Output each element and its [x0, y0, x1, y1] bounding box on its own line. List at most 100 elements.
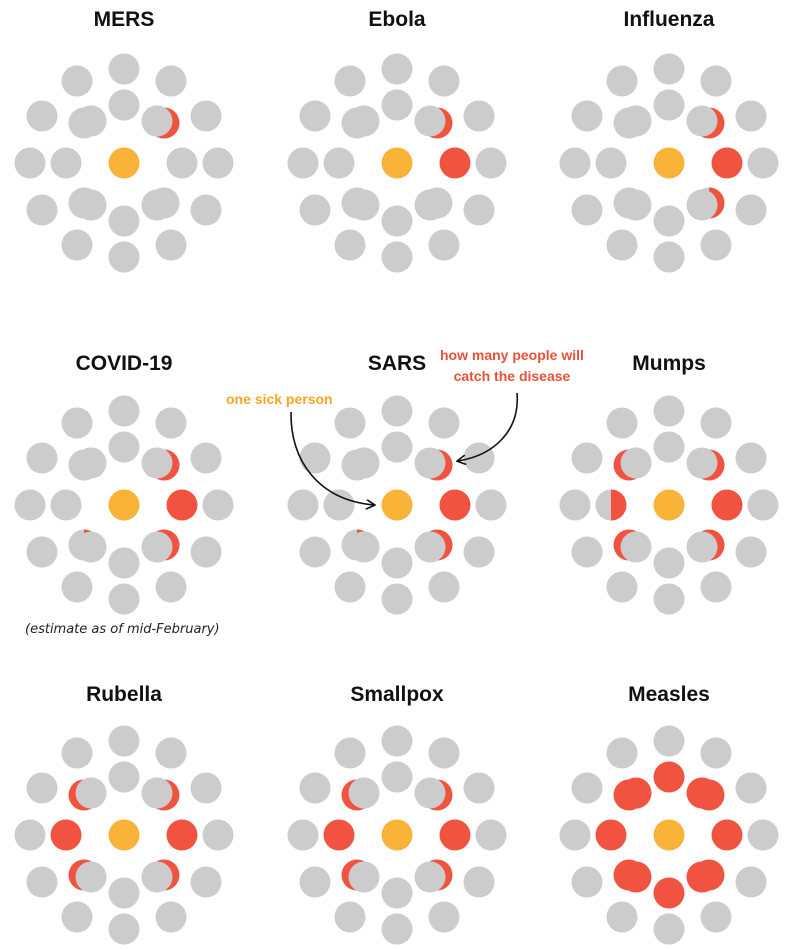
healthy-dot [414, 105, 446, 137]
healthy-dot [463, 100, 495, 132]
healthy-dot [75, 777, 107, 809]
infected-dot [653, 877, 685, 909]
healthy-dot [735, 100, 767, 132]
healthy-dot [414, 447, 446, 479]
panel-title-ebola: Ebola [368, 8, 426, 31]
healthy-dot [155, 65, 187, 97]
healthy-dot [299, 536, 331, 568]
healthy-dot [334, 229, 366, 261]
healthy-dot [735, 194, 767, 226]
healthy-dot [700, 901, 732, 933]
healthy-dot [653, 205, 685, 237]
healthy-dot [428, 901, 460, 933]
healthy-dot [735, 772, 767, 804]
healthy-dot [334, 65, 366, 97]
healthy-dot [414, 189, 446, 221]
healthy-dot [202, 489, 234, 521]
healthy-dot [334, 737, 366, 769]
healthy-dot [653, 547, 685, 579]
healthy-dot [287, 819, 319, 851]
panel-title-smallpox: Smallpox [350, 683, 444, 706]
healthy-dot [323, 147, 355, 179]
healthy-dot [26, 536, 58, 568]
healthy-dot [381, 53, 413, 85]
sick-person-dot [108, 489, 140, 521]
healthy-dot [653, 431, 685, 463]
healthy-dot [61, 571, 93, 603]
healthy-dot [620, 531, 652, 563]
healthy-dot [475, 147, 507, 179]
healthy-dot [14, 489, 46, 521]
healthy-dot [334, 571, 366, 603]
healthy-dot [108, 761, 140, 793]
healthy-dot [428, 65, 460, 97]
healthy-dot [463, 536, 495, 568]
healthy-dot [559, 147, 591, 179]
healthy-dot [108, 547, 140, 579]
healthy-dot [348, 447, 380, 479]
infected-dot [653, 761, 685, 793]
panel-title-influenza: Influenza [623, 8, 715, 31]
healthy-dot [334, 901, 366, 933]
healthy-dot [108, 431, 140, 463]
healthy-dot [50, 489, 82, 521]
healthy-dot [26, 442, 58, 474]
healthy-dot [26, 194, 58, 226]
healthy-dot [108, 583, 140, 615]
healthy-dot [75, 861, 107, 893]
healthy-dot [463, 194, 495, 226]
healthy-dot [190, 194, 222, 226]
healthy-dot [108, 241, 140, 273]
healthy-dot [571, 772, 603, 804]
healthy-dot [381, 761, 413, 793]
healthy-dot [571, 100, 603, 132]
healthy-dot [381, 547, 413, 579]
healthy-dot [61, 407, 93, 439]
annotation-catch-line-1: how many people will [440, 347, 584, 363]
healthy-dot [381, 431, 413, 463]
healthy-dot [475, 819, 507, 851]
healthy-dot [108, 877, 140, 909]
healthy-dot [735, 866, 767, 898]
healthy-dot [348, 105, 380, 137]
panel-measles [559, 725, 779, 945]
panel-ebola [287, 53, 507, 273]
healthy-dot [414, 531, 446, 563]
healthy-dot [155, 737, 187, 769]
healthy-dot [428, 229, 460, 261]
healthy-dot [700, 571, 732, 603]
healthy-dot [299, 194, 331, 226]
healthy-dot [141, 189, 173, 221]
sick-person-dot [653, 819, 685, 851]
healthy-dot [26, 866, 58, 898]
healthy-dot [653, 53, 685, 85]
infected-dot [323, 819, 355, 851]
healthy-dot [620, 105, 652, 137]
panel-mers [14, 53, 234, 273]
panel-rubella [14, 725, 234, 945]
panel-title-covid-19: COVID-19 [75, 352, 173, 375]
healthy-dot [334, 407, 366, 439]
healthy-dot [348, 531, 380, 563]
healthy-dot [75, 189, 107, 221]
healthy-dot [463, 866, 495, 898]
infected-dot [439, 147, 471, 179]
healthy-dot [348, 189, 380, 221]
healthy-dot [299, 866, 331, 898]
healthy-dot [108, 53, 140, 85]
infected-dot [711, 147, 743, 179]
panel-title-mers: MERS [93, 8, 155, 31]
healthy-dot [190, 536, 222, 568]
healthy-dot [299, 100, 331, 132]
healthy-dot [50, 147, 82, 179]
healthy-dot [299, 772, 331, 804]
healthy-dot [686, 531, 718, 563]
panel-mumps [559, 395, 779, 615]
healthy-dot [155, 407, 187, 439]
healthy-dot [700, 229, 732, 261]
healthy-dot [108, 205, 140, 237]
healthy-dot [14, 819, 46, 851]
sick-person-dot [653, 489, 685, 521]
healthy-dot [653, 725, 685, 757]
